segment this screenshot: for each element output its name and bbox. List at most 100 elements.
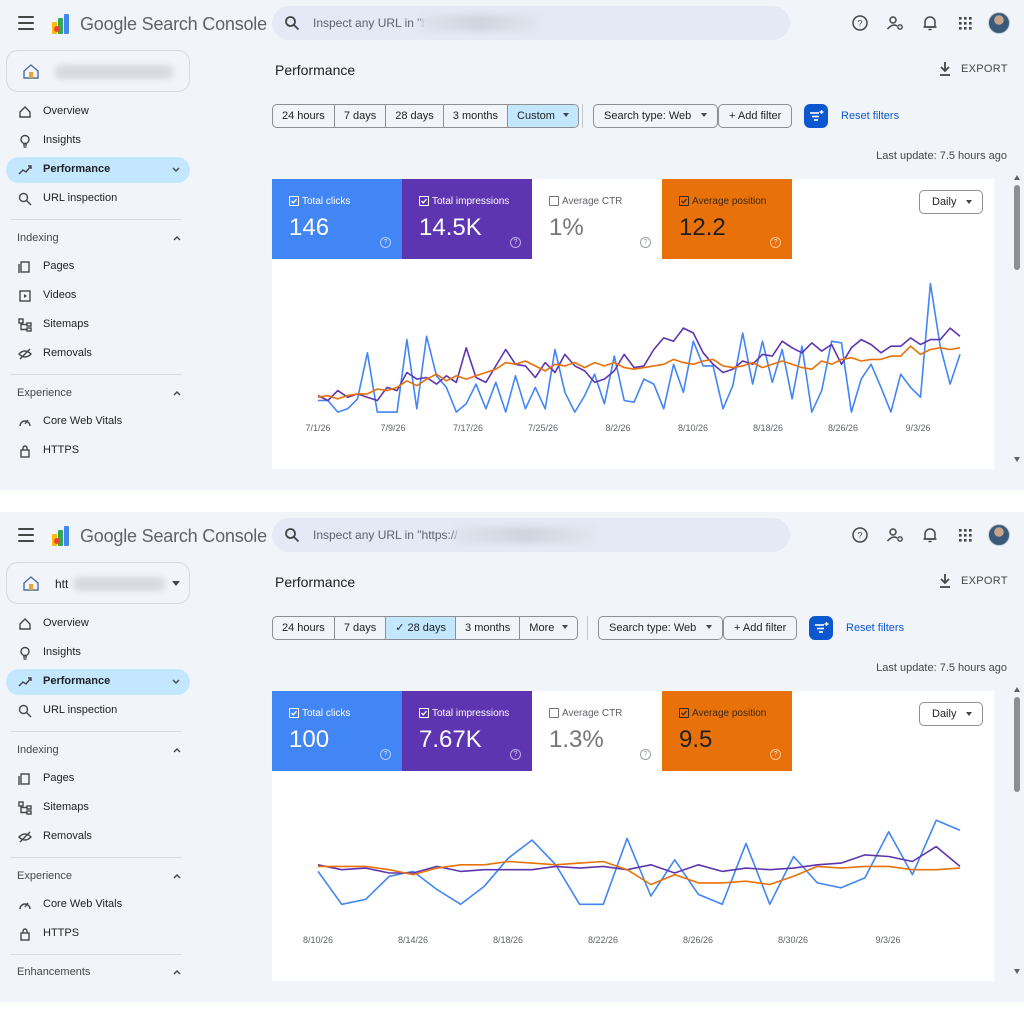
filter-settings-button[interactable] bbox=[804, 104, 828, 128]
nav-item-cwv[interactable]: Core Web Vitals bbox=[6, 892, 190, 918]
collapse-chevron-icon[interactable] bbox=[172, 871, 182, 881]
metric-tile-clicks[interactable]: Total clicks 100? bbox=[272, 691, 402, 771]
help-icon[interactable]: ? bbox=[851, 526, 869, 544]
date-range-option[interactable]: 28 days bbox=[386, 105, 444, 127]
menu-icon[interactable] bbox=[18, 16, 34, 30]
scroll-up-arrow-icon[interactable] bbox=[1014, 687, 1020, 692]
add-filter-button[interactable]: + Add filter bbox=[718, 104, 793, 128]
nav-item-removals[interactable]: Removals bbox=[6, 341, 190, 367]
metric-tile-impressions[interactable]: Total impressions 7.67K? bbox=[402, 691, 532, 771]
nav-item-performance[interactable]: Performance bbox=[6, 157, 190, 183]
metric-tile-ctr[interactable]: Average CTR 1%? bbox=[532, 179, 662, 259]
nav-item-pages[interactable]: Pages bbox=[6, 254, 190, 280]
granularity-dropdown[interactable]: Daily bbox=[919, 702, 983, 726]
collapse-chevron-icon[interactable] bbox=[172, 233, 182, 243]
date-range-option[interactable]: 7 days bbox=[335, 617, 387, 639]
url-inspect-search[interactable]: Inspect any URL in "https:// bbox=[272, 518, 790, 552]
date-range-option[interactable]: 24 hours bbox=[273, 105, 335, 127]
checkbox-unchecked-icon[interactable] bbox=[549, 708, 559, 718]
date-range-option[interactable]: ✓ 28 days bbox=[386, 617, 457, 639]
nav-item-overview[interactable]: Overview bbox=[6, 611, 190, 637]
nav-item-videos[interactable]: Videos bbox=[6, 283, 190, 309]
checkbox-checked-icon[interactable] bbox=[419, 196, 429, 206]
search-input[interactable]: Inspect any URL in "h bbox=[313, 16, 429, 30]
nav-item-https[interactable]: HTTPS bbox=[6, 438, 190, 464]
metric-tile-impressions[interactable]: Total impressions 14.5K? bbox=[402, 179, 532, 259]
checkbox-checked-icon[interactable] bbox=[679, 708, 689, 718]
nav-item-url[interactable]: URL inspection bbox=[6, 698, 190, 724]
scroll-down-arrow-icon[interactable] bbox=[1014, 969, 1020, 974]
help-icon[interactable]: ? bbox=[380, 237, 391, 248]
checkbox-checked-icon[interactable] bbox=[419, 708, 429, 718]
nav-item-sitemaps[interactable]: Sitemaps bbox=[6, 795, 190, 821]
url-inspect-search[interactable]: Inspect any URL in "h bbox=[272, 6, 790, 40]
property-dropdown-caret-icon[interactable] bbox=[172, 581, 180, 586]
scroll-up-arrow-icon[interactable] bbox=[1014, 175, 1020, 180]
nav-item-overview[interactable]: Overview bbox=[6, 99, 190, 125]
nav-item-https[interactable]: HTTPS bbox=[6, 921, 190, 947]
help-icon[interactable]: ? bbox=[380, 749, 391, 760]
nav-item-removals[interactable]: Removals bbox=[6, 824, 190, 850]
metric-tile-position[interactable]: Average position 12.2? bbox=[662, 179, 792, 259]
nav-item-insights[interactable]: Insights bbox=[6, 128, 190, 154]
bell-icon[interactable] bbox=[921, 14, 939, 32]
help-icon[interactable]: ? bbox=[770, 237, 781, 248]
help-icon[interactable]: ? bbox=[770, 749, 781, 760]
scrollbar[interactable] bbox=[1011, 175, 1023, 465]
help-icon[interactable]: ? bbox=[851, 14, 869, 32]
apps-grid-icon[interactable] bbox=[956, 526, 974, 544]
chevron-down-icon[interactable] bbox=[171, 165, 181, 175]
date-range-option[interactable]: 3 months bbox=[444, 105, 509, 127]
search-type-filter[interactable]: Search type: Web bbox=[593, 104, 719, 128]
add-filter-button[interactable]: + Add filter bbox=[723, 616, 798, 640]
filter-settings-button[interactable] bbox=[809, 616, 833, 640]
collapse-chevron-icon[interactable] bbox=[172, 745, 182, 755]
metric-tile-ctr[interactable]: Average CTR 1.3%? bbox=[532, 691, 662, 771]
collapse-chevron-icon[interactable] bbox=[172, 967, 182, 977]
search-input[interactable]: Inspect any URL in "https:// bbox=[313, 528, 458, 542]
date-range-option[interactable]: More bbox=[520, 617, 577, 639]
date-range-option[interactable]: 7 days bbox=[335, 105, 387, 127]
scrollbar-thumb[interactable] bbox=[1014, 697, 1020, 792]
manage-accounts-icon[interactable] bbox=[886, 14, 904, 32]
help-icon[interactable]: ? bbox=[640, 749, 651, 760]
nav-item-pages[interactable]: Pages bbox=[6, 766, 190, 792]
metric-tile-clicks[interactable]: Total clicks 146? bbox=[272, 179, 402, 259]
avatar[interactable] bbox=[988, 12, 1010, 34]
nav-item-insights[interactable]: Insights bbox=[6, 640, 190, 666]
date-range-option[interactable]: 3 months bbox=[456, 617, 521, 639]
nav-item-sitemaps[interactable]: Sitemaps bbox=[6, 312, 190, 338]
metric-tile-position[interactable]: Average position 9.5? bbox=[662, 691, 792, 771]
nav-item-performance[interactable]: Performance bbox=[6, 669, 190, 695]
property-selector[interactable] bbox=[6, 50, 190, 92]
checkbox-unchecked-icon[interactable] bbox=[549, 196, 559, 206]
reset-filters-link[interactable]: Reset filters bbox=[841, 110, 900, 122]
checkbox-checked-icon[interactable] bbox=[289, 708, 299, 718]
section-indexing[interactable]: Indexing bbox=[17, 232, 59, 244]
menu-icon[interactable] bbox=[18, 528, 34, 542]
date-range-option[interactable]: Custom bbox=[508, 105, 578, 127]
nav-item-cwv[interactable]: Core Web Vitals bbox=[6, 409, 190, 435]
help-icon[interactable]: ? bbox=[510, 237, 521, 248]
granularity-dropdown[interactable]: Daily bbox=[919, 190, 983, 214]
help-icon[interactable]: ? bbox=[510, 749, 521, 760]
section-experience[interactable]: Experience bbox=[17, 870, 73, 882]
checkbox-checked-icon[interactable] bbox=[289, 196, 299, 206]
scroll-down-arrow-icon[interactable] bbox=[1014, 457, 1020, 462]
bell-icon[interactable] bbox=[921, 526, 939, 544]
checkbox-checked-icon[interactable] bbox=[679, 196, 689, 206]
section-indexing[interactable]: Indexing bbox=[17, 744, 59, 756]
scrollbar[interactable] bbox=[1011, 687, 1023, 977]
section-enhancements[interactable]: Enhancements bbox=[17, 966, 91, 978]
apps-grid-icon[interactable] bbox=[956, 14, 974, 32]
nav-item-url[interactable]: URL inspection bbox=[6, 186, 190, 212]
date-range-option[interactable]: 24 hours bbox=[273, 617, 335, 639]
scrollbar-thumb[interactable] bbox=[1014, 185, 1020, 270]
avatar[interactable] bbox=[988, 524, 1010, 546]
manage-accounts-icon[interactable] bbox=[886, 526, 904, 544]
property-selector[interactable]: htt bbox=[6, 562, 190, 604]
help-icon[interactable]: ? bbox=[640, 237, 651, 248]
search-type-filter[interactable]: Search type: Web bbox=[598, 616, 724, 640]
reset-filters-link[interactable]: Reset filters bbox=[846, 622, 905, 634]
collapse-chevron-icon[interactable] bbox=[172, 388, 182, 398]
